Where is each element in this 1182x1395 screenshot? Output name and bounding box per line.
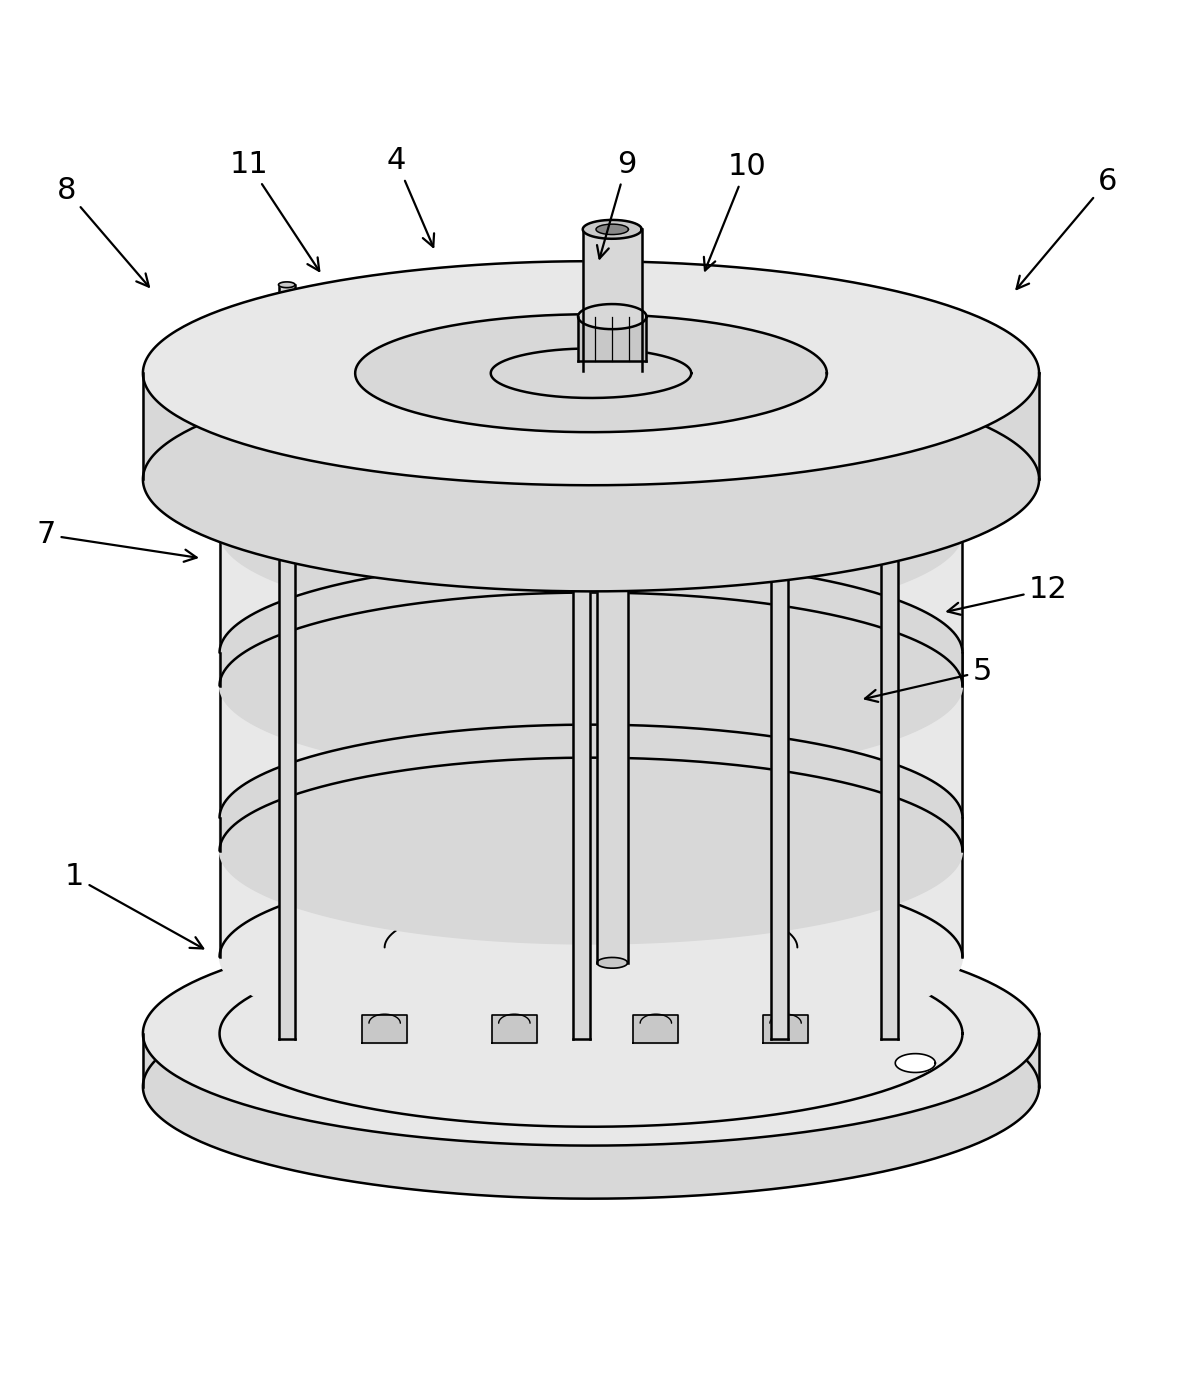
Text: 6: 6 <box>1017 166 1117 289</box>
Polygon shape <box>772 326 788 1039</box>
Polygon shape <box>143 261 1039 485</box>
Polygon shape <box>895 1053 935 1073</box>
Polygon shape <box>764 1016 808 1043</box>
Polygon shape <box>143 922 1039 1145</box>
Polygon shape <box>143 367 1039 591</box>
Text: 9: 9 <box>597 151 636 258</box>
Polygon shape <box>583 229 642 371</box>
Polygon shape <box>755 356 805 374</box>
Polygon shape <box>143 261 1039 591</box>
Polygon shape <box>583 220 642 239</box>
Polygon shape <box>881 311 897 317</box>
Polygon shape <box>355 314 827 432</box>
Polygon shape <box>220 724 962 944</box>
Polygon shape <box>566 449 658 463</box>
Text: 4: 4 <box>387 146 434 247</box>
Text: 10: 10 <box>703 152 766 271</box>
Polygon shape <box>578 317 647 361</box>
Polygon shape <box>262 324 312 350</box>
Polygon shape <box>573 300 590 1039</box>
Polygon shape <box>557 331 606 349</box>
Polygon shape <box>492 1016 537 1043</box>
Polygon shape <box>755 365 805 391</box>
Text: 8: 8 <box>57 176 149 287</box>
Polygon shape <box>566 456 658 480</box>
Polygon shape <box>279 285 296 1039</box>
Polygon shape <box>597 458 628 963</box>
Text: 5: 5 <box>865 657 992 702</box>
Polygon shape <box>881 314 897 1039</box>
Polygon shape <box>279 282 296 287</box>
Polygon shape <box>143 975 1039 1198</box>
Polygon shape <box>220 559 962 778</box>
Polygon shape <box>491 349 691 398</box>
Text: 1: 1 <box>65 862 203 949</box>
Polygon shape <box>143 922 1039 1198</box>
Polygon shape <box>557 339 606 365</box>
Text: 12: 12 <box>948 575 1067 615</box>
Polygon shape <box>634 1016 678 1043</box>
Polygon shape <box>220 406 962 625</box>
Polygon shape <box>597 957 628 968</box>
Polygon shape <box>772 324 788 329</box>
Polygon shape <box>362 1016 407 1043</box>
Text: 7: 7 <box>37 520 196 562</box>
Polygon shape <box>596 225 629 234</box>
Polygon shape <box>864 353 914 379</box>
Polygon shape <box>578 304 647 329</box>
Polygon shape <box>262 315 312 333</box>
Text: 11: 11 <box>229 151 319 271</box>
Polygon shape <box>573 297 590 303</box>
Polygon shape <box>864 345 914 363</box>
Polygon shape <box>220 386 962 1050</box>
